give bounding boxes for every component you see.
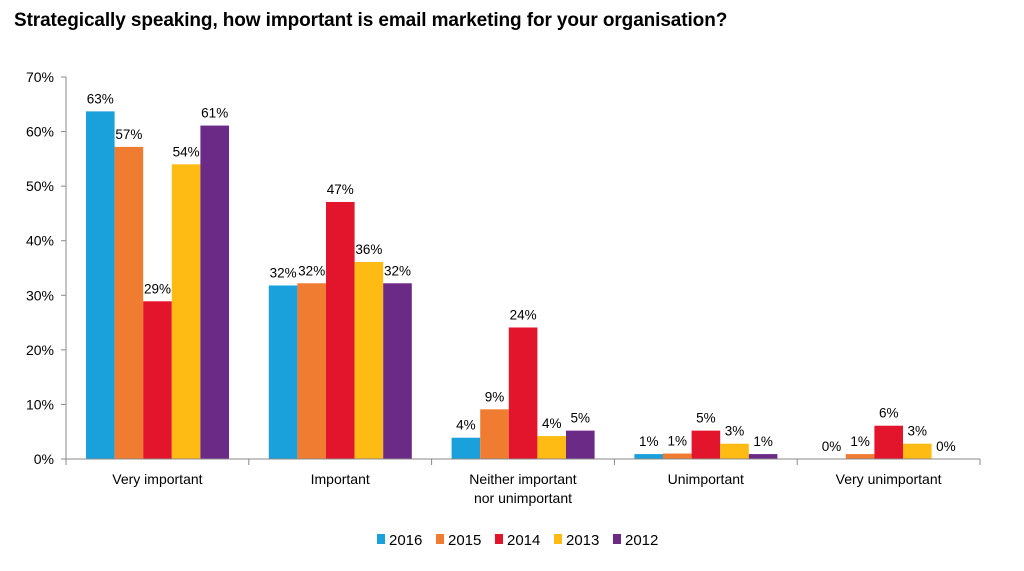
y-axis: 0% 10% 20% 30% 40% 50% 60% 70% xyxy=(26,69,66,467)
legend-label-2014: 2014 xyxy=(507,532,540,549)
category-label: Very unimportant xyxy=(836,471,942,487)
bar-2014-cat3 xyxy=(508,327,538,459)
axes-group xyxy=(65,77,981,465)
bar-2016-cat4 xyxy=(634,454,663,459)
bar-2016-cat2 xyxy=(268,285,298,459)
bar-2014-cat5 xyxy=(874,425,903,459)
y-tick-label: 50% xyxy=(26,178,54,194)
data-label-2013-cat2: 36% xyxy=(355,242,382,257)
bar-2013-cat4 xyxy=(720,443,749,459)
legend-label-2013: 2013 xyxy=(566,532,599,549)
data-label-2014-cat2: 47% xyxy=(327,182,354,197)
bar-2016-cat1 xyxy=(86,111,115,459)
legend-swatch-2013 xyxy=(554,534,562,544)
bars-group xyxy=(86,111,932,460)
data-label-2012-cat1: 61% xyxy=(201,106,228,121)
category-label: Very important xyxy=(112,471,202,487)
chart-title: Strategically speaking, how important is… xyxy=(14,10,728,31)
y-tick-label: 30% xyxy=(26,287,54,303)
y-tick-label: 40% xyxy=(26,233,54,249)
bar-2015-cat5 xyxy=(845,454,875,459)
data-label-2016-cat4: 1% xyxy=(639,434,659,449)
data-label-2015-cat2: 32% xyxy=(298,263,325,278)
legend-label-2015: 2015 xyxy=(448,532,481,549)
data-label-2013-cat3: 4% xyxy=(542,416,562,431)
bar-2015-cat1 xyxy=(114,146,144,459)
category-label: Unimportant xyxy=(668,471,744,487)
data-label-2016-cat1: 63% xyxy=(87,91,114,106)
data-label-2012-cat3: 5% xyxy=(571,411,591,426)
bar-2012-cat3 xyxy=(566,430,595,459)
legend-swatch-2012 xyxy=(613,534,621,544)
y-tick-label: 10% xyxy=(26,396,54,412)
bar-2016-cat3 xyxy=(451,437,481,459)
bar-2014-cat2 xyxy=(326,201,355,459)
data-label-2015-cat1: 57% xyxy=(115,127,142,142)
data-label-2013-cat5: 3% xyxy=(908,424,928,439)
legend-swatch-2016 xyxy=(377,534,385,544)
y-tick-label: 60% xyxy=(26,124,54,140)
bar-2013-cat3 xyxy=(537,436,566,459)
data-label-2015-cat3: 9% xyxy=(485,389,505,404)
bar-2015-cat3 xyxy=(480,409,509,459)
y-tick-label: 20% xyxy=(26,342,54,358)
bar-2012-cat4 xyxy=(748,454,778,459)
bar-2013-cat1 xyxy=(171,164,201,460)
bar-2014-cat4 xyxy=(691,430,721,459)
data-label-2012-cat4: 1% xyxy=(753,434,773,449)
data-label-2014-cat3: 24% xyxy=(510,307,537,322)
bar-2015-cat2 xyxy=(297,283,326,459)
bar-2012-cat2 xyxy=(383,283,412,459)
legend: 2016 2015 2014 2013 2012 xyxy=(377,532,658,549)
bar-2015-cat4 xyxy=(663,453,692,459)
data-label-2014-cat1: 29% xyxy=(144,281,171,296)
legend-swatch-2015 xyxy=(436,534,444,544)
bar-2012-cat1 xyxy=(200,125,229,459)
data-label-2013-cat1: 54% xyxy=(173,144,200,159)
category-label: Neither important nor unimportant xyxy=(469,471,576,506)
y-tick-label: 0% xyxy=(34,451,54,467)
category-label: Important xyxy=(311,471,370,487)
data-label-2012-cat2: 32% xyxy=(384,263,411,278)
bar-2013-cat2 xyxy=(354,261,384,459)
data-label-2015-cat4: 1% xyxy=(668,434,688,449)
data-label-2016-cat5: 0% xyxy=(822,439,842,454)
value-labels-group: 63%57%29%54%61%32% 32%47%36%32%4%9%24%4% 5… xyxy=(87,91,956,454)
legend-label-2012: 2012 xyxy=(625,532,658,549)
data-label-2016-cat3: 4% xyxy=(456,418,476,433)
data-label-2012-cat5: 0% xyxy=(936,439,956,454)
data-label-2014-cat5: 6% xyxy=(879,406,899,421)
y-tick-label: 70% xyxy=(26,69,54,85)
data-label-2013-cat4: 3% xyxy=(725,424,745,439)
bar-2013-cat5 xyxy=(903,443,932,459)
data-label-2014-cat4: 5% xyxy=(696,411,716,426)
legend-label-2016: 2016 xyxy=(389,532,422,549)
data-label-2015-cat5: 1% xyxy=(850,434,870,449)
data-label-2016-cat2: 32% xyxy=(270,265,297,280)
bar-2014-cat1 xyxy=(143,301,172,459)
x-axis-labels: Very important Important Neither important… xyxy=(112,471,941,506)
legend-swatch-2014 xyxy=(495,534,503,544)
